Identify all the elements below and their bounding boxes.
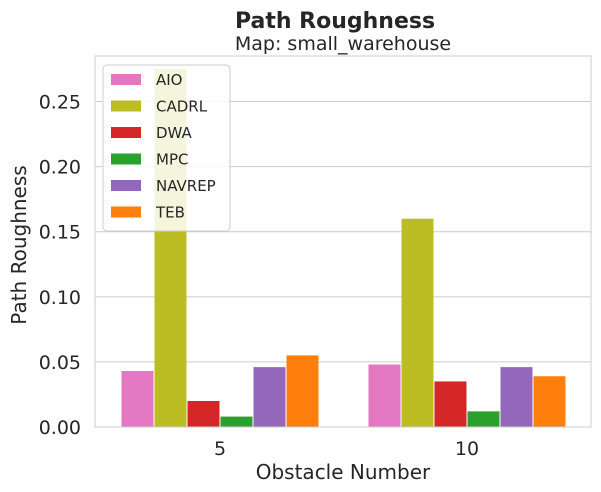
bar-dwa-10 xyxy=(434,381,467,427)
legend-swatch-dwa xyxy=(111,127,141,138)
y-tick-labels: 0.00 0.05 0.10 0.15 0.20 0.25 xyxy=(39,92,81,439)
bar-navrep-5 xyxy=(253,367,286,427)
x-axis-label: Obstacle Number xyxy=(256,460,431,484)
legend: AIO CADRL DWA MPC NAVREP TEB xyxy=(102,64,231,232)
plot-frame xyxy=(94,55,592,428)
bar-cadrl-10 xyxy=(401,218,434,427)
legend-swatch-navrep xyxy=(111,180,141,191)
legend-label-aio: AIO xyxy=(156,71,183,89)
legend-label-teb: TEB xyxy=(155,204,185,222)
y-tick-label: 0.05 xyxy=(39,352,81,374)
x-tick-label: 5 xyxy=(214,438,226,460)
chart-subtitle: Map: small_warehouse xyxy=(235,33,451,55)
bar-teb-5 xyxy=(286,355,319,427)
legend-swatch-mpc xyxy=(111,153,141,165)
y-tick-label: 0.10 xyxy=(39,287,81,309)
y-tick-label: 0.00 xyxy=(39,417,81,439)
y-axis-label: Path Roughness xyxy=(7,165,31,324)
y-tick-label: 0.25 xyxy=(39,92,81,114)
bar-aio-5 xyxy=(121,371,154,427)
bar-dwa-5 xyxy=(187,400,220,427)
legend-swatch-aio xyxy=(111,74,141,85)
legend-swatch-cadrl xyxy=(111,100,141,112)
legend-label-cadrl: CADRL xyxy=(156,98,208,116)
chart-title: Path Roughness xyxy=(235,9,435,34)
y-tick-label: 0.15 xyxy=(39,222,81,244)
bar-mpc-10 xyxy=(467,411,500,427)
bar-mpc-5 xyxy=(220,416,253,427)
bar-teb-10 xyxy=(533,376,566,427)
bar-aio-10 xyxy=(368,364,401,427)
legend-label-navrep: NAVREP xyxy=(156,177,216,195)
y-tick-label: 0.20 xyxy=(39,157,81,179)
x-tick-labels: 5 10 xyxy=(214,438,479,460)
legend-label-mpc: MPC xyxy=(156,151,188,169)
x-tick-label: 10 xyxy=(455,438,479,460)
legend-swatch-teb xyxy=(111,206,141,218)
bar-navrep-10 xyxy=(500,367,533,427)
legend-label-dwa: DWA xyxy=(156,124,193,142)
